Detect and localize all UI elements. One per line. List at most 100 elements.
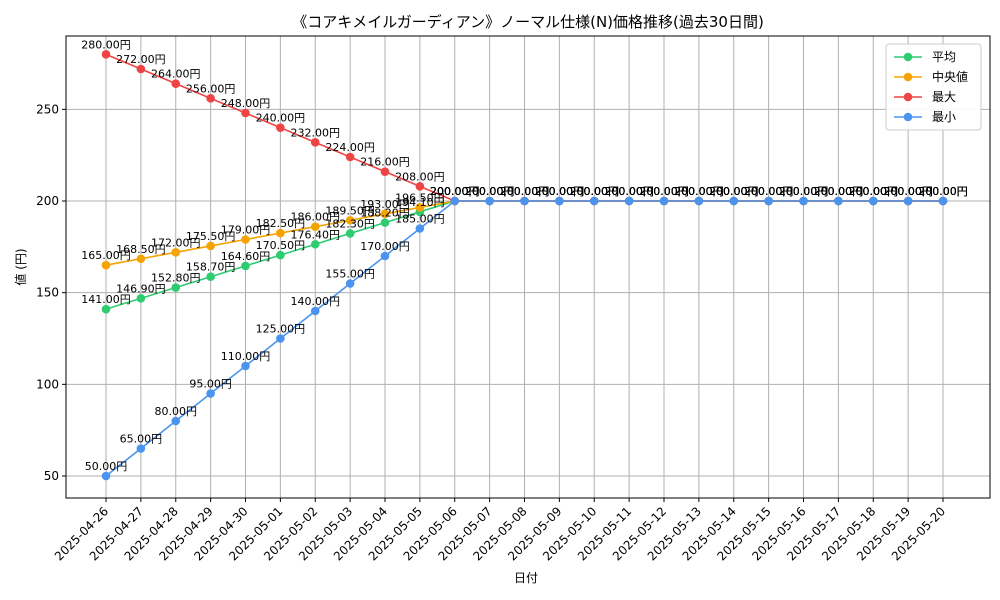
data-label: 200.00円 — [814, 185, 864, 198]
data-label: 200.00円 — [744, 185, 794, 198]
y-axis-label: 値 (円) — [13, 248, 28, 285]
data-point — [241, 361, 250, 371]
data-point — [520, 196, 529, 206]
data-label: 200.00円 — [883, 185, 933, 198]
data-point — [659, 196, 669, 206]
data-label: 200.00円 — [674, 185, 724, 198]
y-tick-layer: 50 100 150 200 250 — [36, 102, 66, 483]
data-label: 200.00円 — [604, 185, 654, 198]
legend-frame — [885, 43, 982, 131]
data-label: 141.00円 — [81, 293, 131, 306]
data-point — [310, 306, 320, 316]
data-point — [415, 203, 425, 212]
data-label: 200.00円 — [849, 185, 899, 198]
data-label: 200.00円 — [604, 185, 654, 198]
data-point — [345, 152, 355, 162]
data-label: 50.00円 — [85, 460, 128, 473]
data-point — [485, 196, 494, 206]
data-point — [276, 334, 285, 343]
data-label: 200.00円 — [604, 185, 654, 198]
data-point — [345, 279, 355, 288]
data-point — [938, 196, 948, 206]
legend-marker — [903, 52, 913, 62]
data-label: 200.00円 — [430, 185, 480, 198]
y-tick-label: 150 — [36, 286, 59, 300]
data-point — [345, 215, 355, 225]
data-point — [241, 108, 250, 118]
data-label: 200.00円 — [883, 185, 933, 198]
data-point — [624, 196, 634, 206]
data-label: 200.00円 — [814, 185, 864, 198]
data-label: 200.00円 — [709, 185, 759, 198]
legend-marker — [903, 92, 913, 102]
data-label: 158.70円 — [186, 261, 236, 274]
data-point — [171, 416, 181, 426]
data-label: 200.00円 — [883, 185, 933, 198]
data-point — [101, 50, 111, 59]
data-label: 200.00円 — [500, 185, 550, 198]
chart-title: 《コアキメイルガーディアン》ノーマル仕様(N)価格推移(過去30日間) — [292, 13, 764, 31]
data-label: 179.00円 — [221, 224, 271, 237]
data-label: 176.40円 — [291, 228, 341, 241]
data-point — [694, 196, 704, 206]
data-label: 186.00円 — [291, 211, 341, 224]
data-label: 200.00円 — [779, 185, 829, 198]
legend-marker — [903, 112, 913, 122]
data-point — [206, 94, 215, 103]
data-label: 194.10円 — [395, 196, 445, 209]
data-label: 140.00円 — [291, 295, 341, 308]
data-point — [903, 196, 913, 206]
data-point — [380, 209, 390, 219]
data-point — [415, 224, 425, 233]
data-label: 200.00円 — [709, 185, 759, 198]
data-point — [206, 241, 215, 251]
data-label: 182.50円 — [256, 217, 306, 230]
data-label: 200.00円 — [674, 185, 724, 198]
data-label: 155.00円 — [325, 268, 375, 281]
data-point — [555, 196, 564, 206]
data-label: 224.00円 — [325, 141, 375, 154]
data-label: 170.00円 — [360, 240, 410, 253]
data-label: 164.60円 — [221, 250, 271, 263]
data-point — [136, 254, 146, 264]
legend-label: 中央値 — [932, 69, 968, 84]
data-label: 175.50円 — [186, 230, 236, 243]
data-label: 200.00円 — [465, 185, 515, 198]
data-label: 200.00円 — [639, 185, 689, 198]
data-point — [171, 79, 181, 88]
data-label: 200.00円 — [918, 185, 968, 198]
data-point — [101, 304, 111, 314]
data-point — [136, 64, 146, 74]
data-label-layer: 141.00円146.90円152.80円158.70円164.60円170.5… — [81, 38, 968, 473]
series-layer — [101, 50, 948, 481]
data-label: 200.00円 — [883, 185, 933, 198]
data-label: 110.00円 — [221, 350, 271, 363]
data-point — [310, 222, 320, 231]
data-label: 200.00円 — [500, 185, 550, 198]
data-point — [729, 196, 739, 206]
data-point — [799, 196, 808, 206]
data-label: 200.00円 — [814, 185, 864, 198]
data-label: 200.00円 — [570, 185, 620, 198]
data-label: 185.00円 — [395, 213, 445, 226]
data-label: 200.00円 — [430, 185, 480, 198]
data-label: 232.00円 — [291, 126, 341, 139]
data-point — [589, 196, 599, 206]
legend-label: 平均 — [932, 50, 956, 64]
data-label: 200.00円 — [500, 185, 550, 198]
data-point — [764, 196, 773, 206]
data-label: 200.00円 — [779, 185, 829, 198]
data-label: 146.90円 — [116, 282, 166, 295]
data-label: 200.00円 — [535, 185, 585, 198]
data-label: 170.50円 — [256, 239, 306, 252]
data-label: 168.50円 — [116, 243, 166, 256]
data-label: 200.00円 — [779, 185, 829, 198]
data-label: 272.00円 — [116, 53, 166, 66]
data-label: 196.50円 — [395, 191, 445, 204]
data-point — [276, 123, 285, 132]
data-label: 125.00円 — [256, 323, 306, 336]
data-label: 200.00円 — [709, 185, 759, 198]
data-point — [380, 218, 390, 227]
y-tick-label: 200 — [36, 194, 59, 208]
